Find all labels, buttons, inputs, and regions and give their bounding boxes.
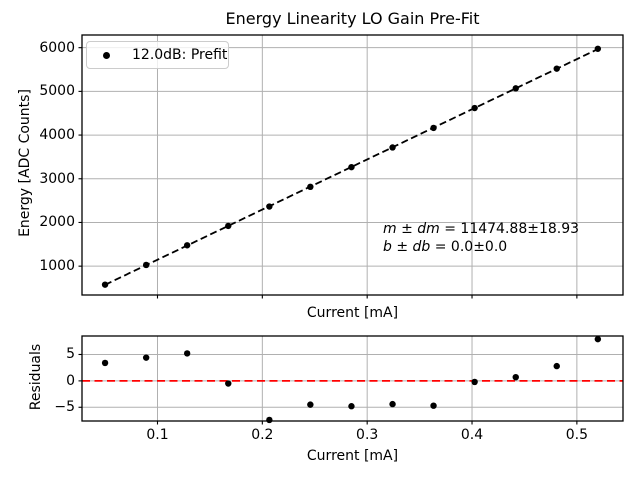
y-tick-label: 4000 [39,127,75,144]
y-tick-label: −5 [54,399,75,416]
y-tick-label: 5000 [39,83,75,100]
y-tick-label: 0 [66,372,75,389]
top-x-axis-label: Current [mA] [306,305,399,321]
x-tick-label: 0.5 [565,427,588,443]
x-tick-label: 0.3 [356,427,379,443]
bottom-x-axis-label: Current [mA] [306,448,399,464]
y-tick-label: 3000 [39,170,75,187]
intercept-annotation-line: b ± db = 0.0±0.0 [383,239,508,255]
x-tick-label: 0.2 [251,427,274,443]
fit-annotation: m ± dm = 11474.88±18.93 b ± db = 0.0±0.0 [383,220,579,256]
chart-title: Energy Linearity LO Gain Pre-Fit [225,9,480,28]
slope-annotation-line: m ± dm = 11474.88±18.93 [383,221,580,237]
y-tick-label: 1000 [39,258,75,275]
x-tick-label: 0.4 [460,427,484,443]
residuals-y-axis-label: Residuals [28,343,44,411]
energy-y-axis-label: Energy [ADC Counts] [17,89,33,237]
legend-label: 12.0dB: Prefit [132,47,228,63]
x-tick-label: 0.1 [146,427,169,443]
legend: 12.0dB: Prefit [86,41,229,69]
y-tick-label: 2000 [39,214,75,231]
y-tick-label: 5 [66,346,75,363]
scatter-marker-icon [103,51,110,59]
y-tick-label: 6000 [39,39,75,56]
